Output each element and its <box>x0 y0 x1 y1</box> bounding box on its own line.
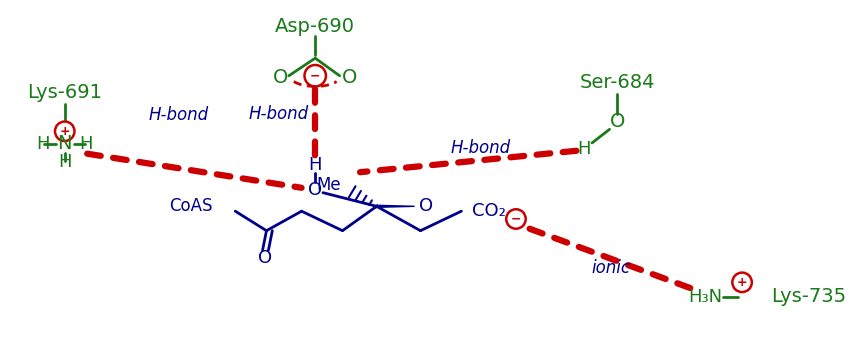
Text: H: H <box>79 135 93 153</box>
Text: H: H <box>577 140 591 158</box>
Text: O: O <box>341 68 357 87</box>
Text: H: H <box>58 153 71 171</box>
Text: CoAS: CoAS <box>169 197 213 215</box>
Text: O: O <box>259 249 273 267</box>
Text: Lys-691: Lys-691 <box>28 83 102 102</box>
Text: Lys-735: Lys-735 <box>771 287 846 306</box>
Text: H-bond: H-bond <box>451 139 511 157</box>
Text: H-bond: H-bond <box>149 106 209 124</box>
Text: N: N <box>58 134 72 153</box>
Text: CO₂: CO₂ <box>472 202 506 220</box>
Text: +: + <box>59 125 70 138</box>
Text: +: + <box>737 276 747 289</box>
Text: ionic: ionic <box>591 259 630 277</box>
Text: Me: Me <box>316 176 341 194</box>
Polygon shape <box>378 205 415 207</box>
Text: O: O <box>308 181 322 199</box>
Text: H-bond: H-bond <box>248 105 308 123</box>
Text: H: H <box>309 156 322 174</box>
Text: O: O <box>273 68 288 87</box>
Text: H₃N: H₃N <box>689 288 722 306</box>
Text: O: O <box>610 112 625 131</box>
Text: Ser-684: Ser-684 <box>580 73 655 92</box>
Text: H: H <box>36 135 50 153</box>
Text: −: − <box>310 69 321 82</box>
Text: −: − <box>511 212 521 225</box>
Text: O: O <box>419 197 433 215</box>
Text: Asp-690: Asp-690 <box>275 17 355 36</box>
